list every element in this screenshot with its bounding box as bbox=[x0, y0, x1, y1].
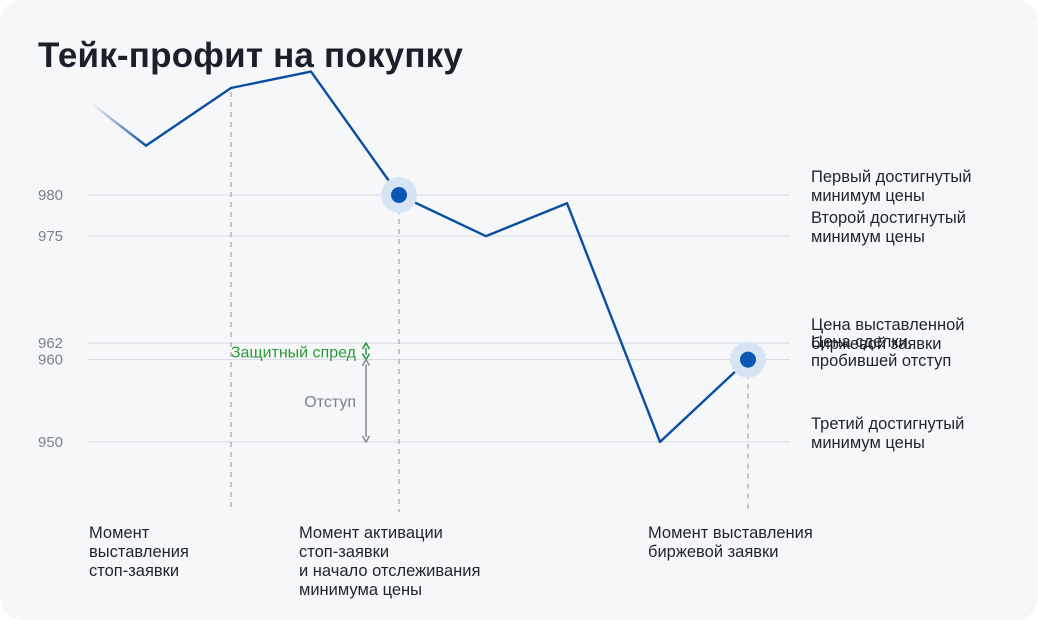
moment-label: Момент выставления стоп-заявки bbox=[89, 524, 189, 580]
spread-label: Защитный спред bbox=[231, 344, 357, 361]
offset-label: Отступ bbox=[304, 394, 356, 411]
y-tick-label: 962 bbox=[38, 335, 63, 352]
offset-arrow-head-bottom bbox=[361, 435, 371, 444]
y-tick-label: 960 bbox=[38, 352, 63, 369]
moment-label: Момент активации стоп-заявки и начало от… bbox=[299, 524, 481, 599]
right-label: Второй достигнутый минимум цены bbox=[811, 209, 967, 247]
right-label: Третий достигнутый минимум цены bbox=[811, 414, 965, 452]
series-point bbox=[484, 234, 488, 238]
spread-arrow-head-top bbox=[361, 341, 371, 350]
right-label: Цена сделки, пробившей отступ bbox=[811, 332, 952, 370]
y-tick-label: 950 bbox=[38, 434, 63, 451]
series-point bbox=[309, 70, 313, 73]
series-point bbox=[658, 440, 662, 444]
moment-label: Момент выставления биржевой заявки bbox=[648, 524, 813, 561]
offset-arrow bbox=[361, 358, 371, 444]
series-point bbox=[229, 86, 233, 90]
y-tick-label: 975 bbox=[38, 228, 63, 245]
marker-dot bbox=[740, 351, 756, 368]
series-line bbox=[145, 70, 749, 444]
offset-arrow-head-top bbox=[361, 358, 371, 367]
series-point bbox=[565, 202, 569, 205]
right-label: Первый достигнутый минимум цены bbox=[811, 168, 972, 205]
series-point bbox=[144, 144, 148, 147]
series-line-fade bbox=[90, 102, 148, 147]
chart-title: Тейк-профит на покупку bbox=[38, 36, 464, 75]
spread-arrow bbox=[361, 341, 371, 362]
y-tick-label: 980 bbox=[38, 187, 63, 204]
marker-dot bbox=[391, 187, 407, 203]
right-label: Цена выставленной биржевой заявки bbox=[811, 316, 965, 354]
